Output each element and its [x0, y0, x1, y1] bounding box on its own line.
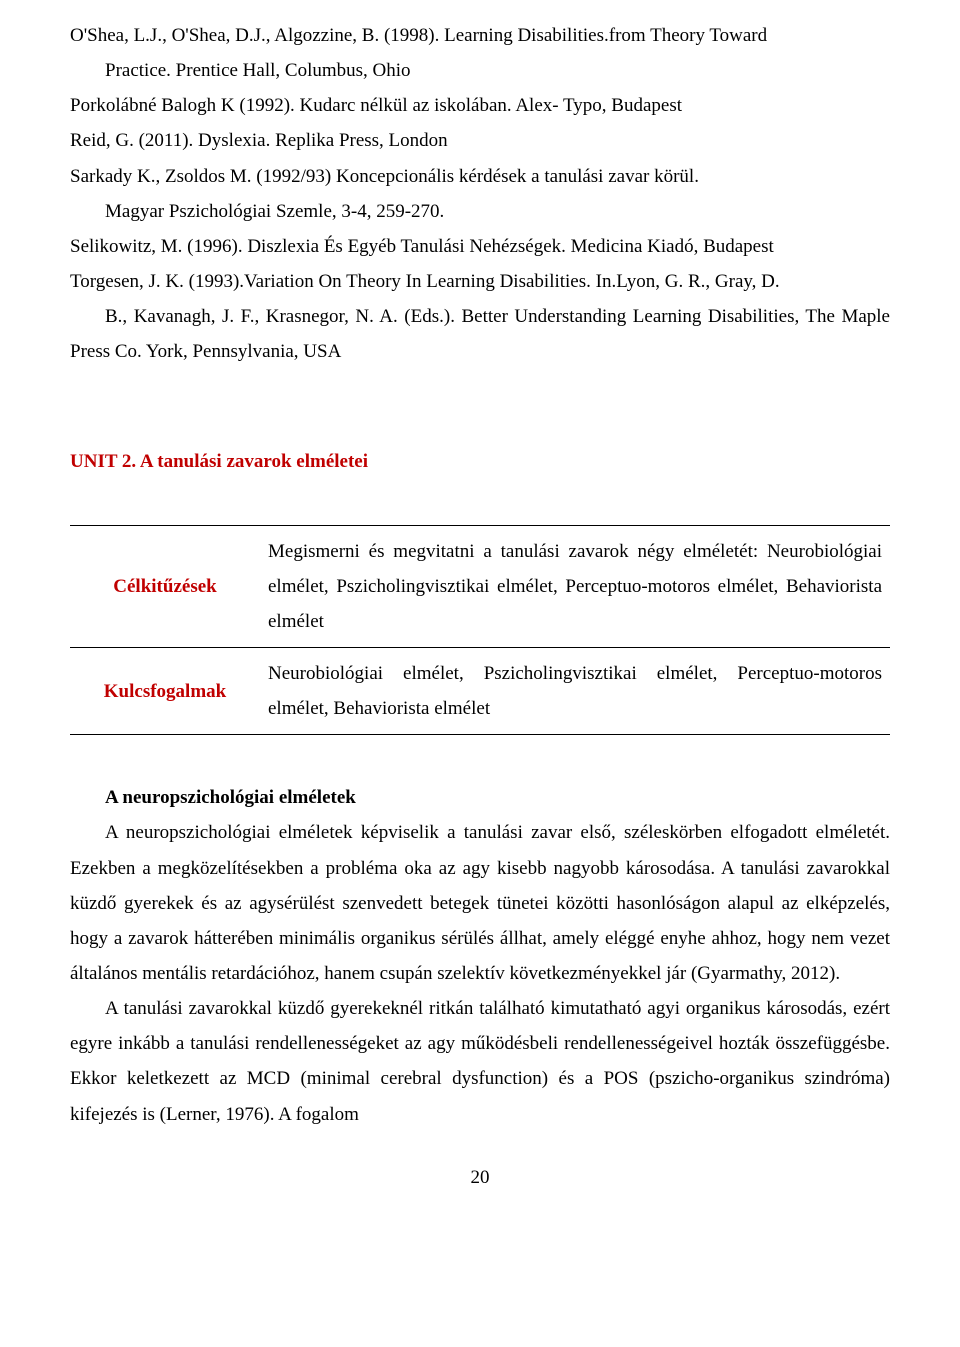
page-number: 20	[70, 1160, 890, 1195]
body-text: A neuropszichológiai elméletek A neurops…	[70, 780, 890, 1131]
objectives-label: Célkitűzések	[70, 525, 260, 647]
reference-line: Sarkady K., Zsoldos M. (1992/93) Koncepc…	[70, 159, 890, 194]
reference-line: O'Shea, L.J., O'Shea, D.J., Algozzine, B…	[70, 18, 890, 53]
subheading: A neuropszichológiai elméletek	[70, 780, 890, 815]
reference-line: Selikowitz, M. (1996). Diszlexia És Egyé…	[70, 229, 890, 264]
reference-line: Reid, G. (2011). Dyslexia. Replika Press…	[70, 123, 890, 158]
table-row: Kulcsfogalmak Neurobiológiai elmélet, Ps…	[70, 647, 890, 734]
keywords-label: Kulcsfogalmak	[70, 647, 260, 734]
references-block: O'Shea, L.J., O'Shea, D.J., Algozzine, B…	[70, 18, 890, 369]
body-paragraph: A tanulási zavarokkal küzdő gyerekeknél …	[70, 991, 890, 1132]
body-paragraph: A neuropszichológiai elméletek képviseli…	[70, 815, 890, 991]
reference-line: Practice. Prentice Hall, Columbus, Ohio	[70, 53, 890, 88]
keywords-content: Neurobiológiai elmélet, Pszicholingviszt…	[260, 647, 890, 734]
reference-line: Torgesen, J. K. (1993).Variation On Theo…	[70, 264, 890, 299]
unit-heading: UNIT 2. A tanulási zavarok elméletei	[70, 444, 890, 479]
reference-line: Porkolábné Balogh K (1992). Kudarc nélkü…	[70, 88, 890, 123]
objectives-table: Célkitűzések Megismerni és megvitatni a …	[70, 525, 890, 736]
objectives-content: Megismerni és megvitatni a tanulási zava…	[260, 525, 890, 647]
reference-line: B., Kavanagh, J. F., Krasnegor, N. A. (E…	[70, 299, 890, 369]
table-row: Célkitűzések Megismerni és megvitatni a …	[70, 525, 890, 647]
reference-line: Magyar Pszichológiai Szemle, 3-4, 259-27…	[70, 194, 890, 229]
